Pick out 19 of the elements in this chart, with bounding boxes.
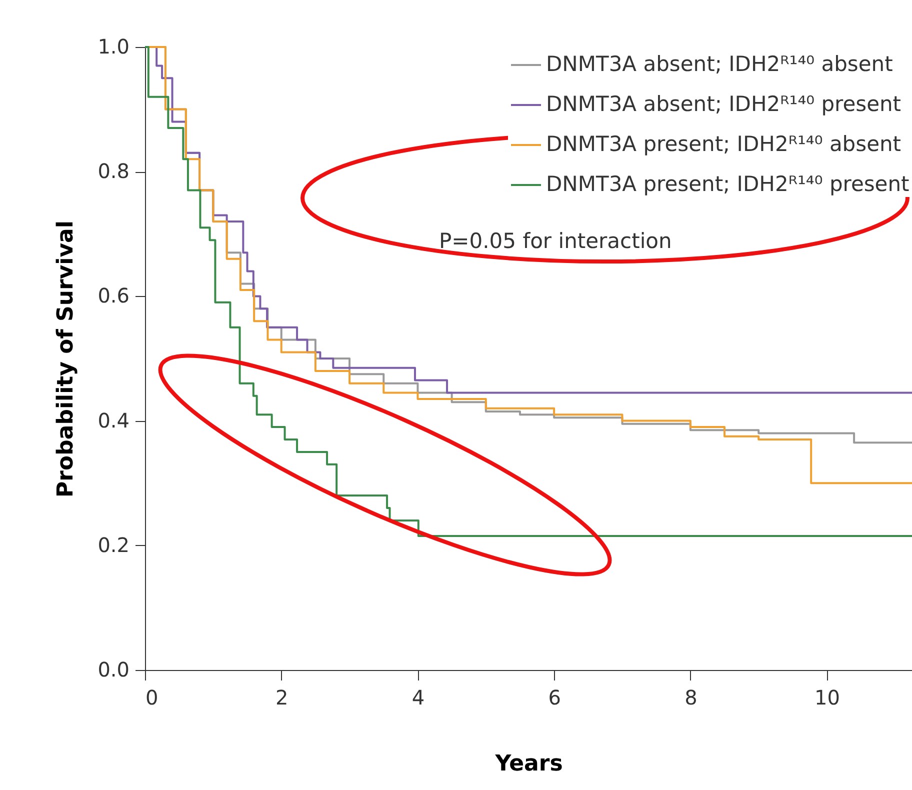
legend-label: DNMT3A absent; IDH2ᴿ¹⁴⁰ present	[546, 92, 902, 116]
x-tick-label: 10	[814, 686, 840, 710]
x-tick-label: 8	[684, 686, 698, 710]
legend-label: DNMT3A present; IDH2ᴿ¹⁴⁰ present	[546, 172, 910, 196]
x-tick-label: 6	[548, 686, 561, 710]
legend-label: DNMT3A absent; IDH2ᴿ¹⁴⁰ absent	[546, 52, 893, 76]
y-tick-label: 0.6	[98, 284, 130, 308]
y-tick-label: 1.0	[98, 34, 130, 58]
x-tick-label: 2	[275, 686, 288, 710]
legend-label: DNMT3A present; IDH2ᴿ¹⁴⁰ absent	[546, 132, 902, 156]
x-tick-label: 4	[412, 686, 425, 710]
x-axis-title: Years	[494, 752, 563, 776]
x-tick-label: 0	[146, 686, 158, 710]
y-tick-label: 0.2	[98, 532, 130, 557]
y-axis-title: Probability of Survival	[54, 220, 79, 498]
y-tick-label: 0.0	[98, 658, 130, 682]
annotation: P=0.05 for interaction	[439, 229, 672, 253]
y-tick-label: 0.8	[98, 159, 130, 184]
y-tick-label: 0.4	[98, 408, 130, 432]
